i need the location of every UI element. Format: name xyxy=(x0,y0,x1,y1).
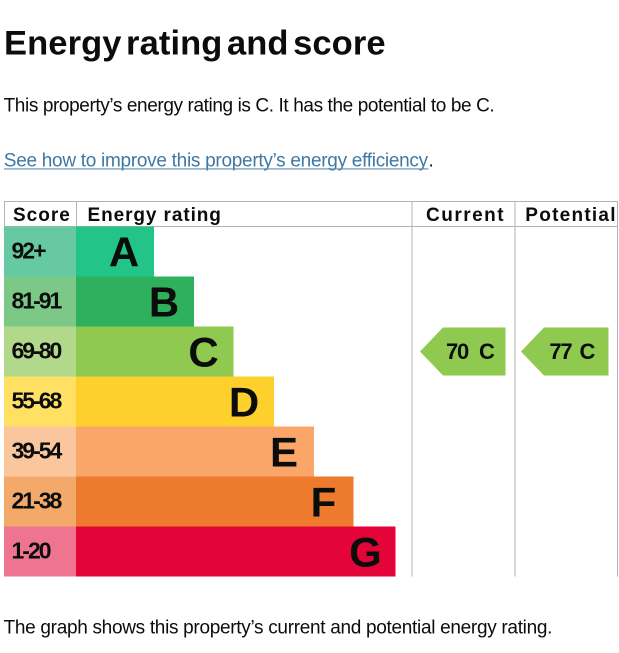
svg-text:70: 70 xyxy=(446,339,469,364)
svg-text:This property’s energy rating: This property’s energy rating is C. It h… xyxy=(4,96,495,117)
svg-text:Score: Score xyxy=(13,205,71,226)
svg-text:55-68: 55-68 xyxy=(12,388,63,414)
svg-text:Potential: Potential xyxy=(525,205,616,226)
svg-text:21-38: 21-38 xyxy=(12,488,63,514)
svg-text:Energy rating: Energy rating xyxy=(88,205,222,226)
svg-text:The graph shows this property’: The graph shows this property’s current … xyxy=(4,618,553,639)
svg-text:69-80: 69-80 xyxy=(12,338,62,364)
svg-text:Current: Current xyxy=(426,205,505,226)
svg-text:D: D xyxy=(229,379,259,426)
svg-text:Energy rating and score: Energy rating and score xyxy=(4,25,386,63)
svg-text:F: F xyxy=(311,479,337,526)
svg-text:.: . xyxy=(429,151,434,172)
svg-text:77: 77 xyxy=(549,339,572,364)
svg-text:B: B xyxy=(149,279,179,326)
svg-text:G: G xyxy=(349,529,382,576)
svg-text:92+: 92+ xyxy=(12,238,47,264)
svg-text:1-20: 1-20 xyxy=(12,538,51,564)
svg-text:39-54: 39-54 xyxy=(12,438,63,464)
svg-text:A: A xyxy=(109,229,139,276)
svg-text:81-91: 81-91 xyxy=(12,288,63,314)
svg-text:C: C xyxy=(479,339,495,364)
svg-text:C: C xyxy=(579,339,595,364)
svg-text:C: C xyxy=(188,329,218,376)
svg-text:See how to improve this proper: See how to improve this property’s energ… xyxy=(4,151,429,172)
svg-text:E: E xyxy=(270,429,298,476)
